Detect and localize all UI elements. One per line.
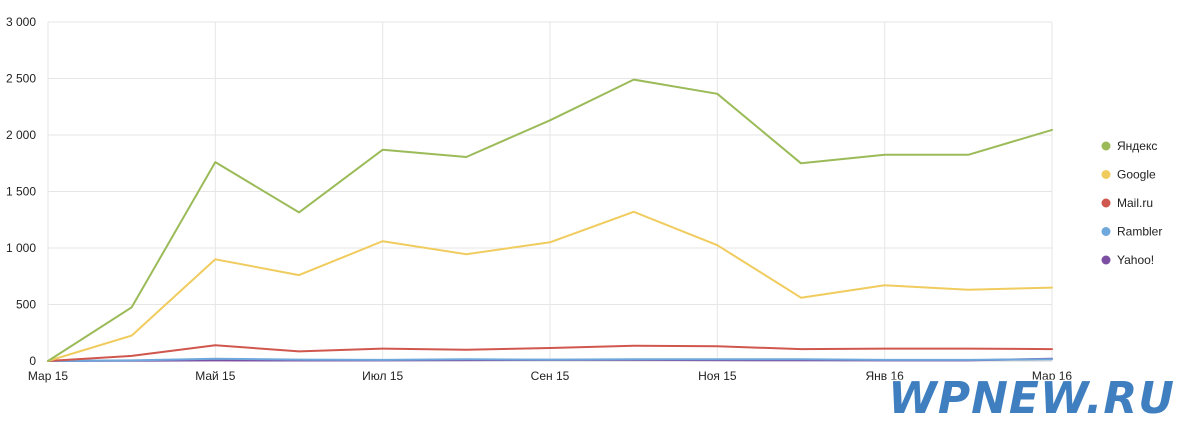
y-tick-label: 2 000 (6, 128, 36, 142)
x-tick-label: Мар 16 (1032, 369, 1072, 383)
legend-label: Rambler (1117, 225, 1162, 239)
legend-label: Mail.ru (1117, 196, 1153, 210)
y-tick-label: 500 (16, 298, 36, 312)
legend-label: Яндекс (1117, 139, 1157, 153)
x-tick-label: Мар 15 (28, 369, 68, 383)
legend-marker (1101, 227, 1111, 236)
legend-marker (1101, 255, 1111, 265)
series-lines (47, 78, 1053, 362)
legend-marker (1101, 170, 1111, 179)
x-tick-label: Янв 16 (865, 369, 904, 383)
series-line-mail-ru (47, 344, 1053, 362)
series-line-яндекс (47, 78, 1053, 362)
y-tick-label: 2 500 (6, 72, 36, 86)
y-tick-label: 1 000 (6, 241, 36, 255)
x-tick-label: Май 15 (195, 369, 236, 383)
legend-marker (1101, 141, 1111, 151)
x-axis-tick-labels: Мар 15 Май 15 Июл 15 Сен 15 Ноя 15 Янв 16 Мар … (28, 369, 1072, 383)
x-tick-label: Сен 15 (531, 369, 570, 383)
legend-marker (1101, 198, 1111, 208)
series-line-google (47, 210, 1053, 362)
legend-label: Yahoo! (1117, 253, 1154, 267)
y-tick-label: 3 000 (6, 15, 36, 29)
grid (47, 21, 1053, 362)
legend: Яндекс Google Mail.ru Rambler Yahoo! (1101, 139, 1162, 267)
x-tick-label: Июл 15 (362, 369, 403, 383)
y-tick-label: 1 500 (6, 185, 36, 199)
x-tick-label: Ноя 15 (698, 369, 737, 383)
y-axis-tick-labels: 0 500 1 000 1 500 2 000 2 500 3 000 (6, 15, 36, 368)
y-tick-label: 0 (29, 354, 36, 368)
watermark-text: WPNEW.RU (888, 373, 1175, 421)
legend-label: Google (1117, 168, 1156, 182)
watermark-logo: WPNEW.RU (887, 372, 1176, 421)
series-line-rambler (47, 357, 1053, 362)
